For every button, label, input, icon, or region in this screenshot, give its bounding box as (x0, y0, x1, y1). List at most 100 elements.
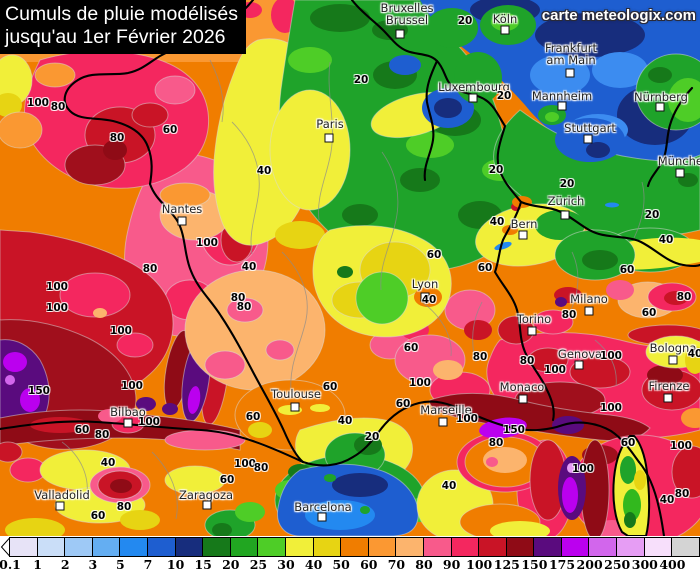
legend-color-box (367, 537, 397, 557)
city-label: Frankfurt am Main (544, 41, 598, 67)
contour-value-label: 40 (337, 415, 353, 427)
legend-color-box (533, 537, 562, 557)
city-label: Bruxelles Brussel (380, 1, 434, 27)
city-label: Bern (510, 217, 538, 231)
contour-value-label: 80 (676, 291, 692, 303)
legend-color-box (560, 537, 590, 557)
legend-tick-label: 2 (60, 557, 70, 572)
city-label: Milano (570, 292, 608, 306)
contour-value-label: 100 (456, 413, 478, 425)
city-label: Toulouse (271, 387, 321, 401)
legend-tick-label: 50 (332, 557, 350, 572)
city-label: Firenze (648, 379, 690, 393)
city-marker (123, 418, 133, 428)
contour-value-label: 80 (472, 351, 488, 363)
contour-value-label: 150 (503, 424, 525, 436)
contour-value-label: 100 (572, 463, 594, 475)
city-marker (202, 500, 212, 510)
contour-value-label: 80 (674, 488, 690, 500)
legend-tick-label: 150 (521, 557, 548, 572)
contour-value-label: 40 (489, 216, 505, 228)
city-marker (584, 306, 594, 316)
contour-value-label: 80 (253, 462, 269, 474)
city-marker (655, 102, 665, 112)
contour-value-label: 40 (241, 261, 257, 273)
legend-color-box (671, 537, 700, 557)
city-label: Mannheim (531, 89, 593, 103)
city-marker (438, 417, 448, 427)
legend-color-box (91, 537, 121, 557)
legend-tick-label: 175 (548, 557, 576, 572)
city-marker (177, 216, 187, 226)
legend-tick-label: 100 (466, 557, 493, 572)
legend-color-box (284, 537, 314, 557)
city-label: Nantes (161, 202, 203, 216)
legend-color-box (450, 537, 480, 557)
legend-color-boxes (9, 537, 700, 557)
contour-value-label: 80 (230, 292, 246, 304)
contour-value-label: 100 (544, 364, 566, 376)
city-marker (518, 230, 528, 240)
city-marker (560, 210, 570, 220)
contour-value-label: 40 (659, 494, 675, 506)
contour-value-label: 80 (519, 355, 535, 367)
legend-tick-label: 40 (304, 557, 323, 572)
contour-value-label: 80 (488, 437, 504, 449)
legend-tick-label: 60 (360, 557, 378, 572)
city-label: Paris (316, 117, 344, 131)
legend-tick-label: 300 (631, 557, 658, 572)
contour-value-label: 60 (395, 398, 411, 410)
contour-value-label: 60 (620, 437, 636, 449)
city-label: Köln (492, 12, 518, 26)
city-label: München (657, 154, 700, 168)
legend-tick-label: 20 (222, 557, 240, 572)
contour-value-label: 100 (110, 325, 132, 337)
contour-value-label: 60 (619, 264, 635, 276)
legend-tick-label: 400 (659, 557, 686, 572)
city-marker (468, 93, 478, 103)
contour-value-label: 100 (27, 97, 49, 109)
legend-tick-label: 80 (415, 557, 433, 572)
legend-tick-label: 3 (88, 557, 98, 572)
city-marker (55, 501, 65, 511)
city-marker (675, 168, 685, 178)
city-label: Bologna (649, 341, 697, 355)
map-title-line1: Cumuls de pluie modélisés (5, 3, 239, 25)
city-marker (420, 292, 430, 302)
city-marker (663, 393, 673, 403)
contour-value-label: 60 (641, 307, 657, 319)
legend-color-box (340, 537, 369, 557)
city-label: Zürich (547, 194, 585, 208)
city-marker (557, 101, 567, 111)
legend-color-box (505, 537, 535, 557)
precipitation-map[interactable]: Bruxelles Brussel Köln Frankfurt am Main Luxe… (0, 0, 700, 536)
legend-tick-label: 1 (33, 557, 42, 572)
contour-value-label: 40 (256, 165, 272, 177)
contour-value-label: 60 (322, 381, 338, 393)
contour-value-label: 60 (74, 424, 90, 436)
contour-value-label: 100 (46, 302, 68, 314)
legend-color-box (229, 537, 259, 557)
precipitation-map-canvas (0, 0, 700, 536)
legend-tick-label: 125 (493, 557, 520, 572)
precipitation-legend: 0.1 1 2 3 5 7 10 15 20 25 30 40 50 60 70 80 90 100 125 150 1… (0, 536, 700, 574)
city-marker (324, 133, 334, 143)
contour-value-label: 100 (46, 281, 68, 293)
contour-value-label: 100 (409, 377, 431, 389)
city-label: Torino (516, 312, 552, 326)
contour-value-label: 60 (426, 249, 442, 261)
legend-tick-label: 7 (143, 557, 153, 572)
legend-color-box (643, 537, 673, 557)
contour-value-label: 20 (644, 209, 660, 221)
city-label: Valladolid (34, 488, 90, 502)
contour-value-label: 20 (364, 431, 380, 443)
city-marker (290, 402, 300, 412)
contour-value-label: 80 (561, 309, 577, 321)
legend-color-box (478, 537, 507, 557)
contour-value-label: 60 (477, 262, 493, 274)
city-label: Nürnberg (634, 90, 688, 104)
city-marker (518, 394, 528, 404)
legend-tick-label: 25 (249, 557, 268, 572)
legend-tick-label: 15 (194, 557, 212, 572)
contour-value-label: 40 (421, 294, 437, 306)
